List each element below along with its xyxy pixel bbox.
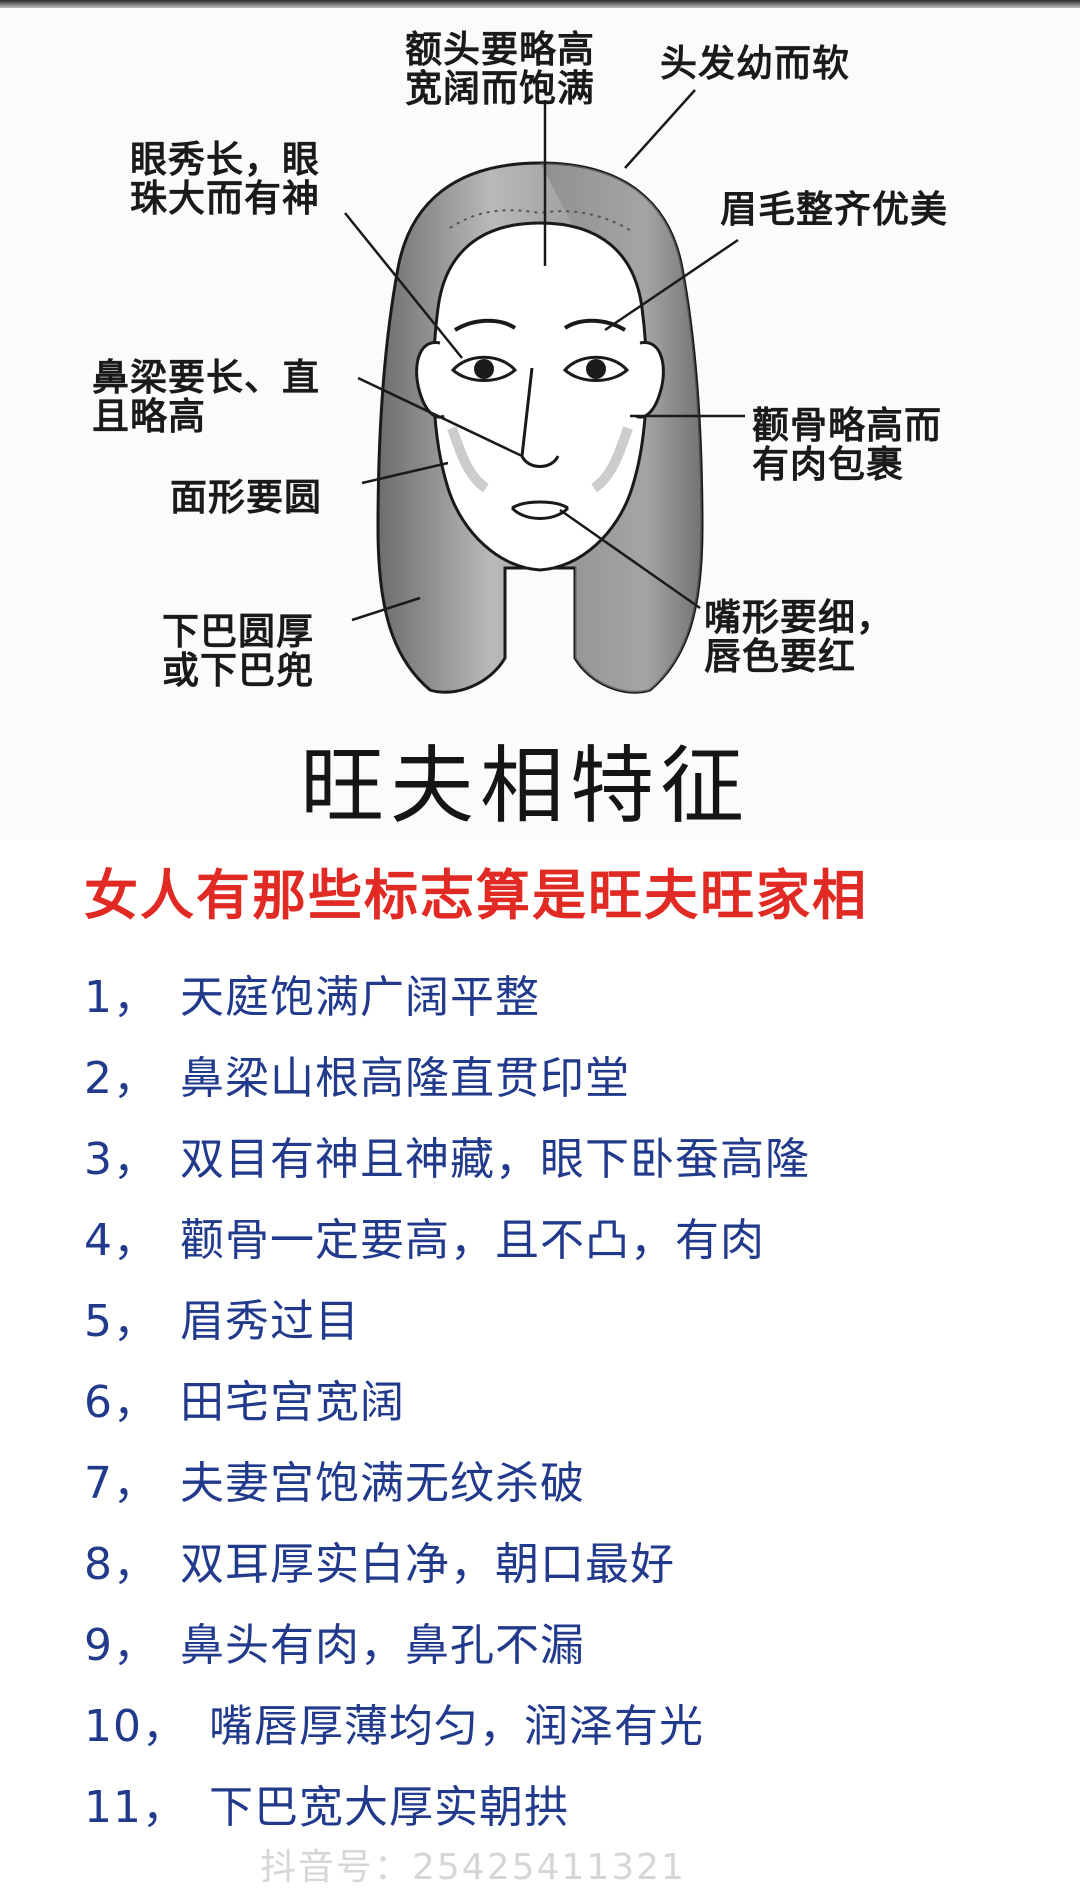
right-eyebrow <box>563 318 627 332</box>
nose <box>520 367 560 468</box>
list-item: 11， 下巴宽大厚实朝拱 <box>84 1782 569 1833</box>
left-eyebrow <box>453 318 517 332</box>
list-item: 10， 嘴唇厚薄均匀，润泽有光 <box>84 1701 704 1752</box>
annotation-nose: 鼻梁要长、直 且略高 <box>92 355 320 438</box>
leader-lines <box>344 89 745 622</box>
annotation-eyebrows: 眉毛整齐优美 <box>720 187 948 231</box>
list-item: 8， 双耳厚实白净，朝口最好 <box>84 1539 675 1590</box>
face-diagram: 额头要略高 宽阔而饱满 头发幼而软 眼秀长，眼 珠大而有神 眉毛整齐优美 鼻梁要… <box>0 8 1080 840</box>
left-eye <box>450 355 518 382</box>
diagram-title: 旺夫相特征 <box>300 737 751 835</box>
annotation-face: 面形要圆 <box>170 475 322 519</box>
watermark: 抖音号：25425411321 <box>260 1847 686 1888</box>
list-item: 1， 天庭饱满广阔平整 <box>84 972 540 1023</box>
list-item: 3， 双目有神且神藏，眼下卧蚕高隆 <box>84 1134 810 1185</box>
list-item: 9， 鼻头有肉，鼻孔不漏 <box>84 1620 585 1671</box>
annotation-mouth: 嘴形要细， 唇色要红 <box>704 595 894 678</box>
list-item: 7， 夫妻宫饱满无纹杀破 <box>84 1458 585 1509</box>
list-item: 2， 鼻梁山根高隆直贯印堂 <box>84 1053 630 1104</box>
list-item: 6， 田宅宫宽阔 <box>84 1377 405 1428</box>
list-item: 4， 颧骨一定要高，且不凸，有肉 <box>84 1215 765 1266</box>
annotation-hair: 头发幼而软 <box>660 41 850 85</box>
list-item: 5， 眉秀过目 <box>84 1296 360 1347</box>
annotation-forehead: 额头要略高 宽阔而饱满 <box>405 27 595 110</box>
face-illustration <box>344 89 745 694</box>
annotation-cheekbone: 颧骨略高而 有肉包裹 <box>752 403 942 486</box>
annotation-chin: 下巴圆厚 或下巴兜 <box>162 609 314 692</box>
headline: 女人有那些标志算是旺夫旺家相 <box>84 864 868 927</box>
annotation-eyes: 眼秀长，眼 珠大而有神 <box>130 137 320 220</box>
right-eye <box>562 355 630 382</box>
top-edge-bar <box>0 0 1080 8</box>
